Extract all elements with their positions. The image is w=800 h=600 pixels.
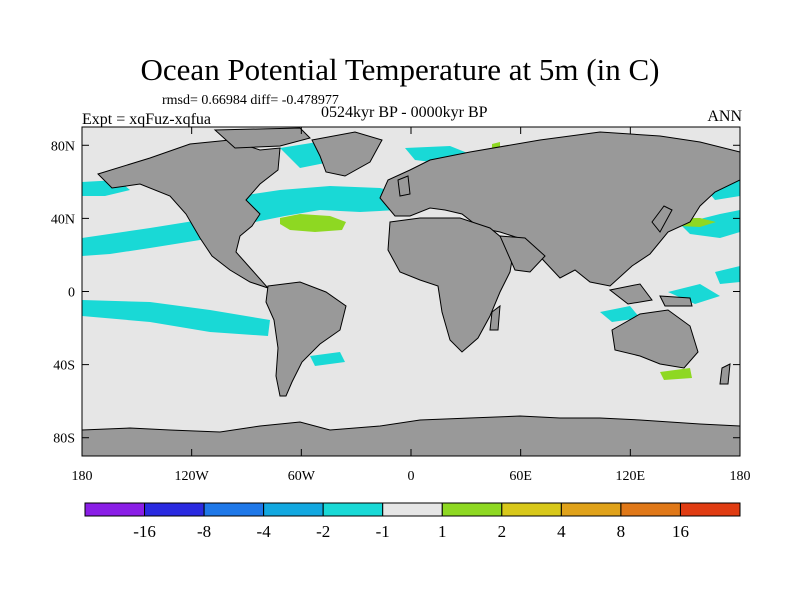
plot-title: Ocean Potential Temperature at 5m (in C) <box>140 52 660 87</box>
colorbar-label: 16 <box>672 522 689 541</box>
colorbar-label: -16 <box>133 522 156 541</box>
land-borneo-sumatra <box>608 283 653 305</box>
warm-anomaly-arctic-spot <box>492 142 500 148</box>
land-australia <box>611 309 699 369</box>
colorbar-swatch <box>144 502 205 517</box>
lat-tick-label: 80S <box>53 432 75 447</box>
cool-anomaly-tasman <box>715 266 740 284</box>
land-arctic-canada <box>213 127 311 149</box>
colorbar: -16 -8 -4 -2 -1 1 2 4 8 16 <box>84 502 741 541</box>
land-japan <box>651 205 673 233</box>
land-eurasia <box>379 131 740 287</box>
land-antarctica <box>82 415 740 456</box>
colorbar-swatch <box>84 502 146 517</box>
cool-anomaly-north-atlantic <box>240 186 410 222</box>
colorbar-swatch <box>203 502 265 517</box>
cool-anomaly-south-atlantic <box>310 352 345 366</box>
season-label: ANN <box>707 108 742 125</box>
lat-tick-label: 80N <box>51 139 75 154</box>
lon-tick-label: 60W <box>288 469 316 484</box>
colorbar-label: 1 <box>438 522 447 541</box>
stats-text: rmsd= 0.66984 diff= -0.478977 <box>162 93 339 108</box>
land-africa <box>387 217 515 353</box>
lat-tick-label: 40N <box>51 212 75 227</box>
colorbar-label: -2 <box>316 522 330 541</box>
colorbar-swatch <box>322 502 384 517</box>
colorbar-swatch <box>679 502 741 517</box>
period-label: 0524kyr BP - 0000kyr BP <box>321 104 488 121</box>
lon-tick-label: 60E <box>509 469 532 484</box>
colorbar-label: -1 <box>376 522 390 541</box>
colorbar-label: 2 <box>498 522 507 541</box>
cool-anomaly-west-australia <box>600 306 640 322</box>
experiment-label: Expt = xqFuz-xqfua <box>82 111 211 128</box>
colorbar-label: 4 <box>557 522 566 541</box>
latitude-axis: 80N 40N 0 40S 80S <box>51 139 740 447</box>
land-south-america <box>265 281 347 397</box>
cool-anomaly-south-pacific-band <box>82 300 270 336</box>
land-masses <box>82 127 740 456</box>
colorbar-label: -8 <box>197 522 211 541</box>
land-arabia <box>499 235 546 273</box>
land-greenland <box>311 131 383 177</box>
lat-tick-label: 0 <box>68 286 75 301</box>
colorbar-label: -4 <box>257 522 272 541</box>
colorbar-label: 8 <box>617 522 626 541</box>
colorbar-swatch <box>382 502 443 517</box>
lon-tick-label: 120E <box>616 469 646 484</box>
lat-tick-label: 40S <box>53 359 75 374</box>
warm-anomaly-gulf-stream <box>280 214 346 232</box>
colorbar-swatch <box>263 502 324 517</box>
lon-tick-label: 0 <box>408 469 415 484</box>
land-north-america <box>97 139 281 290</box>
land-madagascar <box>489 304 501 331</box>
lon-tick-label: 180 <box>730 469 751 484</box>
lon-tick-label: 180 <box>72 469 93 484</box>
lon-tick-label: 120W <box>175 469 210 484</box>
colorbar-swatch <box>441 502 503 517</box>
warm-anomaly-patches <box>280 142 716 380</box>
warm-anomaly-south-australia <box>660 368 692 380</box>
land-new-guinea <box>659 295 693 307</box>
land-new-zealand <box>719 363 731 385</box>
longitude-axis: 180 120W 60W 0 60E 120E 180 <box>72 127 751 484</box>
cool-anomaly-indonesia <box>668 284 720 304</box>
colorbar-swatch <box>560 502 622 517</box>
colorbar-swatch <box>620 502 681 517</box>
land-uk <box>397 175 411 197</box>
map-plot-area <box>81 126 741 457</box>
colorbar-swatch <box>501 502 562 517</box>
cool-anomaly-north-pacific-west <box>680 210 740 238</box>
